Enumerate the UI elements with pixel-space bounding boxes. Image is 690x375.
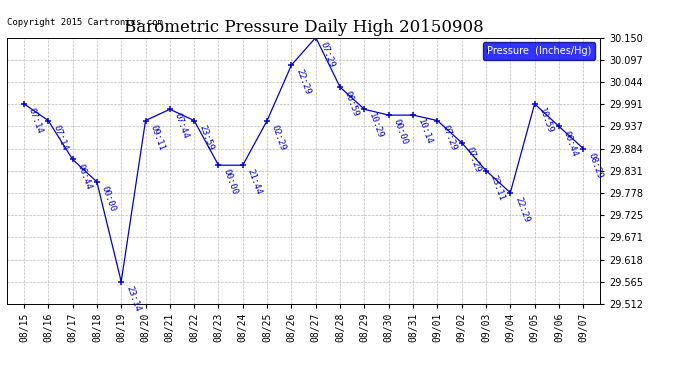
Text: 00:00: 00:00	[391, 118, 409, 146]
Text: 07:29: 07:29	[319, 40, 336, 69]
Text: 10:59: 10:59	[538, 106, 555, 135]
Text: 07:14: 07:14	[51, 123, 69, 152]
Legend: Pressure  (Inches/Hg): Pressure (Inches/Hg)	[483, 42, 595, 60]
Text: 07:44: 07:44	[172, 112, 190, 140]
Text: Copyright 2015 Cartronics.com: Copyright 2015 Cartronics.com	[7, 18, 163, 27]
Text: 23:59: 23:59	[197, 123, 215, 152]
Text: 22:29: 22:29	[513, 195, 531, 224]
Text: 07:14: 07:14	[27, 106, 44, 135]
Text: 07:29: 07:29	[464, 146, 482, 174]
Text: 10:14: 10:14	[416, 118, 433, 146]
Text: 06:44: 06:44	[75, 162, 93, 190]
Text: 07:29: 07:29	[440, 123, 457, 152]
Text: 08:29: 08:29	[586, 151, 604, 180]
Text: 23:14: 23:14	[124, 284, 141, 313]
Text: 00:00: 00:00	[221, 168, 239, 196]
Text: 23:11: 23:11	[489, 173, 506, 202]
Text: 00:00: 00:00	[99, 184, 117, 213]
Text: 06:59: 06:59	[343, 90, 360, 118]
Text: 00:44: 00:44	[562, 129, 580, 158]
Text: 02:29: 02:29	[270, 123, 288, 152]
Title: Barometric Pressure Daily High 20150908: Barometric Pressure Daily High 20150908	[124, 19, 484, 36]
Text: 09:11: 09:11	[148, 123, 166, 152]
Text: 10:29: 10:29	[367, 112, 385, 140]
Text: 22:29: 22:29	[294, 68, 312, 96]
Text: 21:44: 21:44	[246, 168, 263, 196]
